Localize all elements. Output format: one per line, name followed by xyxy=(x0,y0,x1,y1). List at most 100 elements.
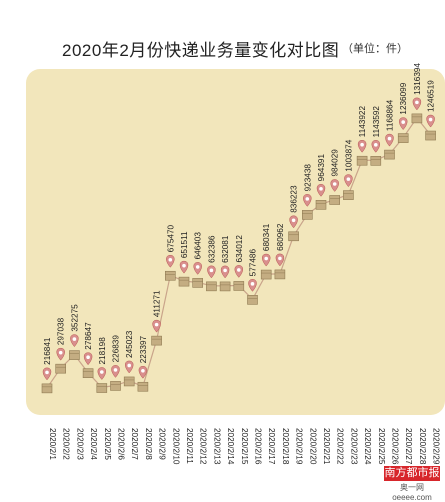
data-box xyxy=(274,269,286,280)
data-box xyxy=(41,383,53,394)
data-box xyxy=(425,130,436,141)
data-label: 352275 xyxy=(70,304,79,332)
data-pin-dot xyxy=(141,368,145,373)
data-label: 632081 xyxy=(221,235,230,263)
data-pin-dot xyxy=(45,370,49,375)
x-tick-label: 2020/2/12 xyxy=(199,428,208,465)
data-pin-dot xyxy=(195,265,200,269)
data-label: 646403 xyxy=(194,232,203,260)
x-tick-label: 2020/2/11 xyxy=(185,428,194,464)
data-box xyxy=(370,156,382,166)
data-label: 1246519 xyxy=(427,80,436,112)
x-tick-label: 2020/2/16 xyxy=(254,428,263,465)
x-tick-label: 2020/2/3 xyxy=(75,428,84,460)
data-pin-dot xyxy=(72,337,77,341)
data-box xyxy=(356,155,368,166)
data-label: 223397 xyxy=(139,335,148,363)
x-tick-label: 2020/2/27 xyxy=(404,428,413,465)
x-tick-label: 2020/2/26 xyxy=(391,428,400,465)
unit-label: （单位：件） xyxy=(342,43,408,55)
data-label: 1236099 xyxy=(399,82,408,114)
data-box xyxy=(384,149,395,160)
x-tick-label: 2020/2/20 xyxy=(308,428,317,465)
chart-panel xyxy=(26,69,445,415)
data-label: 680341 xyxy=(262,223,271,251)
data-box xyxy=(411,113,423,124)
data-label: 218198 xyxy=(98,337,107,365)
data-pin-dot xyxy=(127,363,131,368)
data-pin-dot xyxy=(154,322,159,327)
chart-title: 2020年2月份快递业务量变化对比图 xyxy=(62,41,340,60)
x-tick-label: 2020/2/15 xyxy=(240,428,249,465)
data-label: 675470 xyxy=(166,224,175,252)
data-pin-dot xyxy=(387,136,392,141)
data-pin-dot xyxy=(113,368,118,372)
data-pin-dot xyxy=(58,350,63,355)
data-label: 1316394 xyxy=(413,63,422,95)
x-tick-label: 2020/2/5 xyxy=(103,428,112,460)
data-label: 411271 xyxy=(153,290,162,317)
x-tick-label: 2020/2/2 xyxy=(62,428,71,460)
data-pin-dot xyxy=(250,282,255,286)
data-pin-dot xyxy=(278,256,282,261)
data-pin-dot xyxy=(168,257,173,262)
data-box xyxy=(315,200,327,210)
data-label: 226839 xyxy=(112,335,121,363)
data-label: 297038 xyxy=(57,317,66,345)
data-pin-dot xyxy=(374,143,378,147)
data-label: 1003874 xyxy=(344,139,353,171)
x-tick-label: 2020/2/23 xyxy=(349,428,358,465)
data-label: 923438 xyxy=(303,164,312,192)
data-box xyxy=(192,278,203,288)
data-box xyxy=(206,281,217,292)
data-pin-dot xyxy=(415,100,419,105)
data-box xyxy=(301,210,313,220)
x-tick-label: 2020/2/13 xyxy=(212,428,221,465)
x-tick-label: 2020/2/14 xyxy=(226,428,235,465)
data-box xyxy=(110,381,121,391)
x-tick-label: 2020/2/17 xyxy=(267,428,276,465)
data-label: 680962 xyxy=(276,223,285,251)
x-tick-label: 2020/2/1 xyxy=(48,428,57,460)
data-pin-dot xyxy=(305,197,310,201)
data-label: 216841 xyxy=(43,337,52,365)
data-box xyxy=(123,376,135,387)
x-tick-label: 2020/2/28 xyxy=(418,428,427,465)
data-box xyxy=(247,295,258,305)
data-box xyxy=(151,335,162,346)
data-pin-dot xyxy=(209,268,214,273)
data-label: 632386 xyxy=(207,235,216,263)
x-tick-label: 2020/2/9 xyxy=(158,428,167,460)
data-pin-dot xyxy=(237,268,241,272)
data-pin-dot xyxy=(100,370,104,374)
data-label: 278647 xyxy=(84,322,93,350)
x-tick-label: 2020/2/21 xyxy=(322,428,331,465)
data-label: 1168864 xyxy=(386,99,395,131)
data-label: 1143922 xyxy=(358,106,367,138)
data-pin-dot xyxy=(428,117,433,122)
data-pin-dot xyxy=(332,182,337,186)
x-tick-label: 2020/2/8 xyxy=(144,428,153,460)
data-pin-dot xyxy=(401,120,406,124)
data-label: 577486 xyxy=(249,249,258,277)
data-box xyxy=(288,231,299,242)
watermark-site: 奥一网 oeeee.com xyxy=(392,483,432,502)
data-pin-dot xyxy=(291,218,296,223)
data-box xyxy=(219,281,231,292)
data-pin-dot xyxy=(86,355,90,359)
x-tick-label: 2020/2/25 xyxy=(377,428,386,465)
data-pin-dot xyxy=(319,187,323,191)
x-tick-label: 2020/2/10 xyxy=(171,428,180,465)
x-tick-label: 2020/2/22 xyxy=(336,428,345,465)
data-box xyxy=(343,190,354,200)
data-box xyxy=(82,368,94,378)
data-box xyxy=(178,276,190,287)
data-pin-dot xyxy=(182,263,186,268)
data-box xyxy=(69,350,80,360)
data-label: 836223 xyxy=(290,185,299,213)
data-box xyxy=(55,363,67,374)
x-tick-label: 2020/2/18 xyxy=(281,428,290,465)
data-label: 964391 xyxy=(317,154,326,182)
data-box xyxy=(96,383,108,393)
x-tick-label: 2020/2/6 xyxy=(117,428,126,460)
